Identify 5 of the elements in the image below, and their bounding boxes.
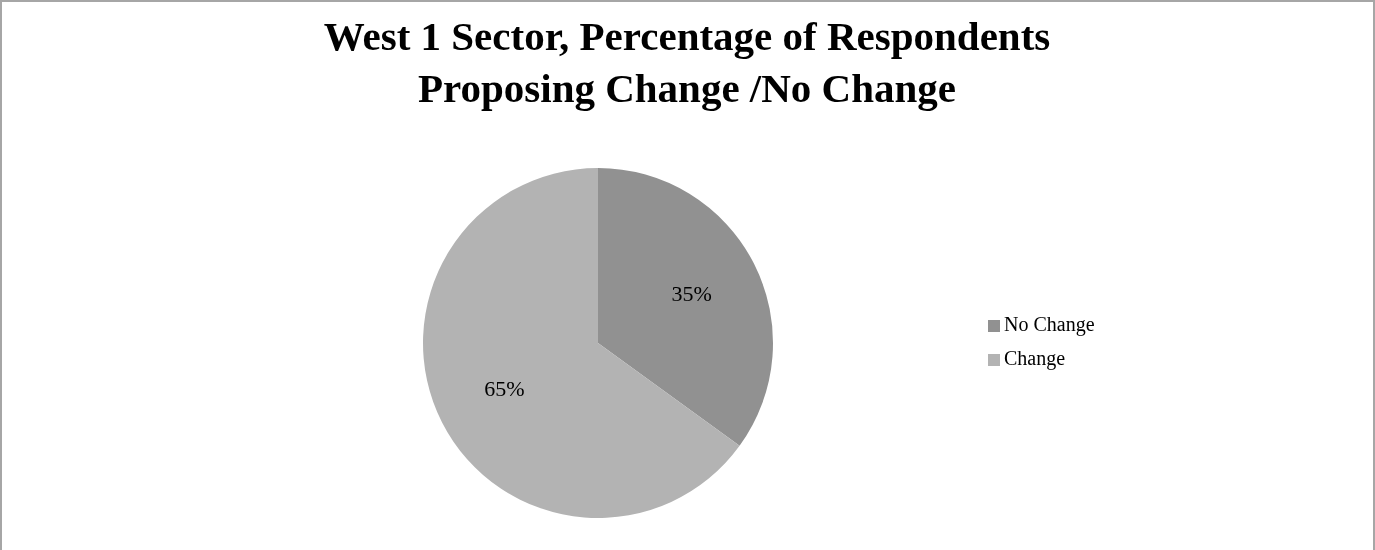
data-label: 35% (671, 281, 712, 307)
legend-label: Change (1004, 347, 1066, 371)
data-label: 65% (484, 376, 525, 402)
legend-label: No Change (1004, 313, 1095, 337)
chart-title: West 1 Sector, Percentage of Respondents Proposing Change /No Change (322, 12, 1052, 113)
